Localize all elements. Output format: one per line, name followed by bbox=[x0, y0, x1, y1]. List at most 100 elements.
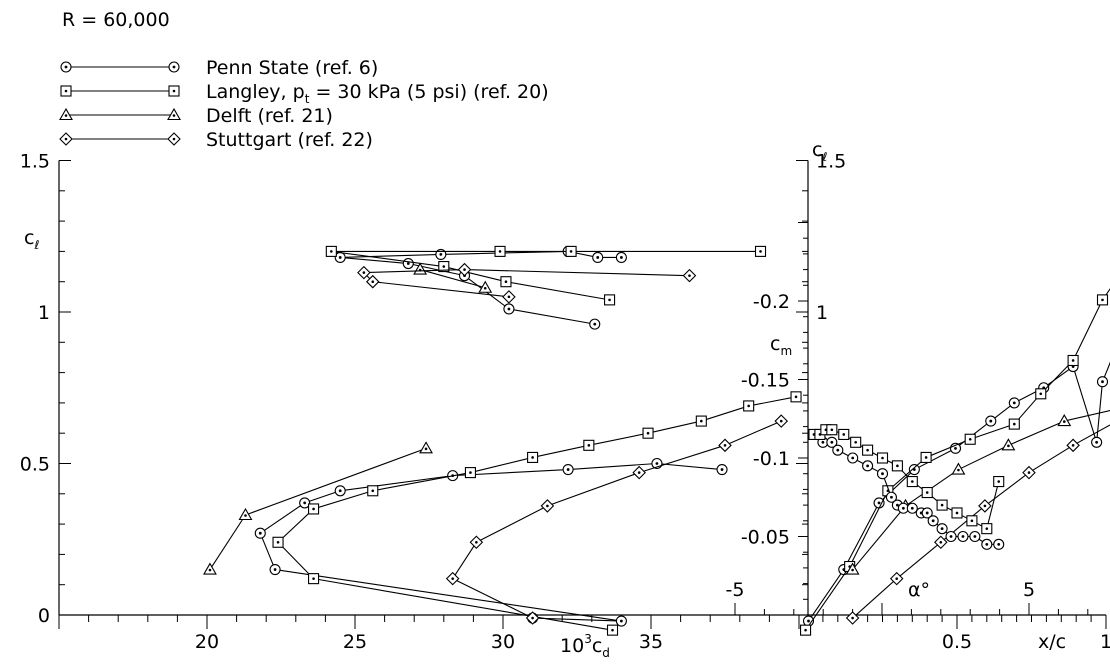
lift-curve-point-dot bbox=[954, 446, 957, 450]
legend-marker-right-2 bbox=[167, 107, 181, 121]
moment-point-dot bbox=[949, 535, 953, 538]
drag-polar-point bbox=[334, 251, 346, 264]
legend-label-rest-1: = 30 kPa (5 psi) (ref. 20) bbox=[309, 81, 548, 103]
legend-marker-left-1 bbox=[60, 85, 72, 97]
lift-curve-point bbox=[873, 497, 885, 509]
drag-polar-segment bbox=[340, 253, 441, 259]
moment-point bbox=[826, 436, 838, 448]
lift-curve-series-1 bbox=[800, 288, 1110, 636]
moment-point bbox=[862, 444, 874, 456]
drag-polar-point bbox=[464, 467, 476, 479]
legend-marker-right-0-dot bbox=[172, 65, 176, 69]
cl-alpha-axes: 11.5cℓ-0.2-0.15-0.1-0.05cm-551015α°0.51x… bbox=[726, 139, 1110, 653]
lift-curve-segment bbox=[852, 578, 898, 619]
drag-polar-point-dot bbox=[569, 250, 573, 253]
drag-polar-point bbox=[299, 497, 311, 509]
lift-curve-point-dot bbox=[1071, 359, 1075, 362]
drag-polar-segment bbox=[313, 490, 373, 510]
drag-polar-point-dot bbox=[596, 256, 600, 259]
drag-polar-segment bbox=[508, 308, 595, 325]
moment-point bbox=[969, 530, 981, 543]
drag-polar-point-dot bbox=[312, 507, 315, 511]
cm-tick-label: -0.2 bbox=[753, 291, 790, 313]
moment-point bbox=[936, 499, 948, 511]
moment-point-dot bbox=[911, 480, 914, 483]
lift-curve-point-dot bbox=[968, 437, 972, 441]
lift-curve-point bbox=[978, 499, 992, 513]
moment-point-dot bbox=[842, 433, 846, 436]
lift-curve-point bbox=[845, 562, 860, 575]
drag-polar-segment bbox=[331, 250, 444, 268]
legend-marker-left-0-dot bbox=[64, 65, 68, 69]
drag-polar-series-3 bbox=[325, 245, 767, 306]
drag-polar-point-dot bbox=[276, 540, 280, 544]
moment-point-dot bbox=[830, 428, 834, 432]
drag-polar-point bbox=[606, 624, 619, 636]
lift-curve-point bbox=[889, 571, 904, 586]
drag-polar-point bbox=[367, 485, 379, 497]
lift-curve-point bbox=[951, 462, 966, 475]
drag-polar-point-dot bbox=[498, 250, 502, 253]
legend-marker-right-2-dot bbox=[172, 114, 176, 117]
drag-polar-point-dot bbox=[362, 271, 366, 274]
drag-polar-segment bbox=[245, 447, 427, 516]
drag-polar-point-dot bbox=[587, 444, 591, 447]
legend-label-text-0: Penn State (ref. 6) bbox=[206, 57, 378, 79]
alpha-tick-label: 5 bbox=[1023, 579, 1035, 601]
drag-polar-point bbox=[357, 265, 371, 280]
lift-curve-segment bbox=[1043, 366, 1074, 389]
drag-polar-segment bbox=[274, 569, 622, 622]
drag-polar-series-2 bbox=[272, 391, 802, 636]
drag-polar-point-dot bbox=[338, 256, 342, 259]
cl-mid-tick-label: 1.5 bbox=[816, 151, 846, 173]
lift-curve-point-dot bbox=[1012, 401, 1016, 405]
cl-mid-label-sub: ℓ bbox=[821, 150, 827, 164]
drag-polar-point-dot bbox=[463, 268, 466, 271]
legend-marker-right-1-dot bbox=[172, 89, 176, 93]
drag-polar-segment bbox=[547, 472, 640, 507]
lift-curve-series-2 bbox=[845, 410, 1110, 575]
lift-curve-point-dot bbox=[939, 540, 943, 544]
legend-label-sub-1: t bbox=[305, 92, 310, 106]
lift-curve-point-dot bbox=[924, 456, 928, 459]
moment-point-dot bbox=[997, 542, 1001, 546]
drag-polar-point bbox=[438, 260, 450, 273]
drag-polar-segment bbox=[304, 490, 341, 504]
drag-polar-segment bbox=[419, 269, 486, 289]
drag-polar-point-dot bbox=[442, 265, 446, 268]
drag-polar-point bbox=[604, 294, 616, 306]
drag-polar-segment bbox=[532, 444, 589, 458]
drag-polar-point bbox=[790, 391, 802, 403]
drag-polar-point bbox=[254, 527, 266, 539]
drag-polar-segment bbox=[443, 266, 507, 283]
drag-polar-point-dot bbox=[608, 298, 611, 302]
drag-polar-series-4 bbox=[203, 441, 433, 575]
lift-curve-segment bbox=[843, 502, 880, 570]
legend-label-text-1: Langley, p bbox=[206, 81, 305, 103]
moment-point-dot bbox=[866, 464, 869, 468]
moment-point-dot bbox=[940, 527, 944, 531]
legend-label-text-3: Stuttgart (ref. 22) bbox=[206, 129, 373, 151]
drag-polar-point bbox=[615, 615, 627, 627]
moment-point-dot bbox=[970, 519, 974, 523]
drag-polar-point bbox=[695, 415, 707, 427]
lift-curve-point bbox=[1001, 438, 1016, 451]
cl-left-tick-label: 0.5 bbox=[20, 454, 50, 476]
cd-label-main: c bbox=[592, 635, 602, 657]
moment-point bbox=[906, 475, 918, 488]
lift-curve-point-dot bbox=[1071, 444, 1075, 447]
lift-curve-segment bbox=[1101, 361, 1110, 382]
drag-polar-point bbox=[457, 262, 472, 277]
drag-polar-segment bbox=[588, 432, 649, 446]
lift-curve-point bbox=[1066, 438, 1080, 453]
lift-curve-point bbox=[920, 451, 932, 463]
lift-curve-point bbox=[964, 433, 976, 445]
drag-polar-point-dot bbox=[469, 471, 472, 474]
moment-point bbox=[897, 502, 909, 514]
cd-tick-label: 30 bbox=[491, 631, 515, 653]
moment-point bbox=[885, 491, 897, 503]
moment-point bbox=[876, 468, 889, 480]
cd-axis-label: 103cd bbox=[560, 632, 610, 660]
drag-polar-point-dot bbox=[406, 262, 410, 265]
lift-curve-point-dot bbox=[1101, 298, 1104, 302]
